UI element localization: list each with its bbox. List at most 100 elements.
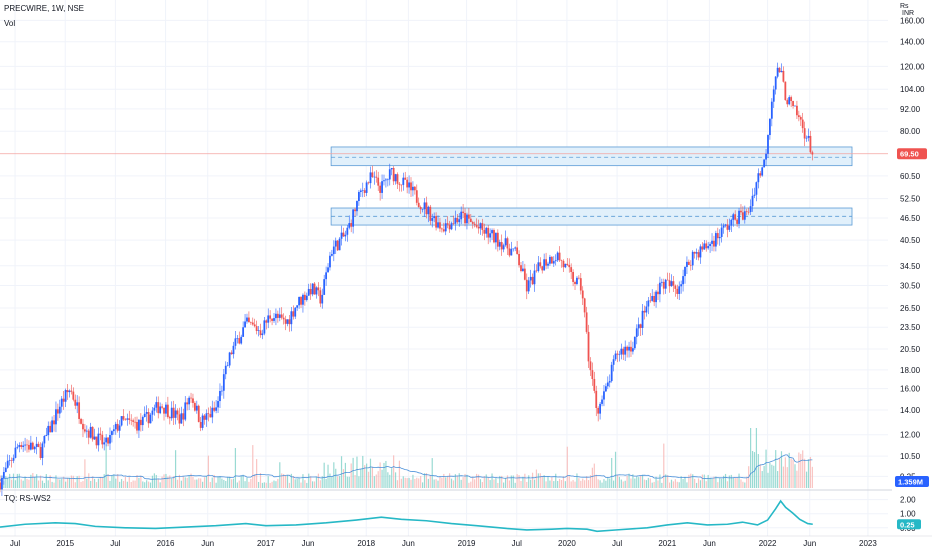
volume-bar xyxy=(487,477,489,488)
volume-bar xyxy=(464,473,466,488)
volume-bar xyxy=(510,475,512,488)
volume-bar xyxy=(84,459,86,488)
volume-bar xyxy=(393,455,395,488)
candle-body xyxy=(26,444,28,446)
price-tick-label: 46.50 xyxy=(900,214,921,223)
volume-bar xyxy=(178,474,181,488)
candle-body xyxy=(554,260,557,262)
volume-bar xyxy=(113,474,115,488)
candle-body xyxy=(330,254,333,256)
candle-body xyxy=(608,381,611,383)
volume-bar xyxy=(730,474,732,488)
candle-body xyxy=(215,407,218,411)
volume-bar xyxy=(528,475,530,488)
candle-body xyxy=(452,223,455,224)
volume-bar xyxy=(86,479,88,488)
volume-bar xyxy=(568,476,570,488)
candle-body xyxy=(693,251,696,254)
time-tick-label: 2021 xyxy=(658,539,676,548)
candle-body xyxy=(336,240,339,251)
volume-bar xyxy=(514,482,516,488)
volume-bar xyxy=(406,478,408,488)
volume-bar xyxy=(163,474,165,488)
candle-body xyxy=(759,173,762,176)
candle-body xyxy=(369,172,372,184)
candle-body xyxy=(614,353,617,360)
candle-body xyxy=(620,348,623,355)
volume-bar xyxy=(24,476,26,488)
volume-bar xyxy=(503,482,505,488)
candle-body xyxy=(689,264,692,266)
volume-bar xyxy=(545,481,547,488)
candle-body xyxy=(437,222,439,228)
candle-body xyxy=(628,346,630,351)
candle-body xyxy=(338,238,341,251)
candle-body xyxy=(219,391,221,402)
volume-bar xyxy=(489,480,491,488)
candle-body xyxy=(207,413,210,415)
volume-bar xyxy=(622,481,624,488)
candle-body xyxy=(550,256,553,264)
volume-bar xyxy=(174,450,177,488)
candle-body xyxy=(776,67,779,77)
candle-body xyxy=(462,211,465,214)
candle-body xyxy=(356,201,358,212)
volume-bar xyxy=(433,479,435,488)
currency-label: Rs xyxy=(900,3,909,10)
volume-bar xyxy=(192,476,194,488)
volume-bar xyxy=(804,458,806,488)
volume-bar xyxy=(530,479,532,488)
candle-body xyxy=(572,271,574,282)
candle-body xyxy=(342,232,345,237)
candle-body xyxy=(379,185,382,193)
volume-bar xyxy=(97,478,100,488)
candle-body xyxy=(601,399,603,404)
volume-bar xyxy=(479,479,482,488)
volume-bar xyxy=(165,473,167,488)
candle-body xyxy=(284,319,287,324)
candle-body xyxy=(589,361,592,371)
candle-body xyxy=(678,286,681,294)
candle-body xyxy=(138,419,140,431)
candle-body xyxy=(126,418,129,420)
volume-bar xyxy=(537,473,539,488)
candle-body xyxy=(716,233,719,239)
candle-body xyxy=(701,246,704,250)
candle-body xyxy=(606,382,609,387)
volume-bar xyxy=(188,475,190,488)
candle-body xyxy=(508,248,511,256)
candle-body xyxy=(714,233,717,247)
candle-body xyxy=(724,224,727,226)
volume-bar xyxy=(692,474,694,488)
candle-body xyxy=(427,206,430,215)
candle-body xyxy=(493,230,495,243)
volume-bar xyxy=(678,482,680,488)
volume-bar xyxy=(591,467,593,488)
volume-bar xyxy=(140,475,142,488)
volume-bar xyxy=(506,475,509,488)
volume-bar xyxy=(248,481,250,488)
candle-body xyxy=(780,70,783,73)
candle-body xyxy=(107,437,109,444)
candle-body xyxy=(193,402,196,411)
volume-bar xyxy=(366,463,368,488)
price-tick-label: 23.50 xyxy=(900,323,921,332)
candle-body xyxy=(325,272,328,280)
volume-bar xyxy=(242,474,244,488)
volume-bar xyxy=(555,473,557,488)
candle-body xyxy=(541,266,544,271)
chart-header: PRECWIRE, 1W, NSE Vol xyxy=(4,4,84,29)
volume-bar xyxy=(802,450,804,488)
price-tick-label: 10.50 xyxy=(900,452,921,461)
volume-bar xyxy=(686,482,688,488)
candle-body xyxy=(639,324,642,328)
volume-moving-average xyxy=(0,454,813,482)
volume-bar xyxy=(70,475,72,488)
candle-body xyxy=(423,202,426,210)
candle-body xyxy=(558,252,561,261)
candle-body xyxy=(697,252,700,258)
volume-bar xyxy=(431,458,433,488)
volume-bar xyxy=(477,474,480,488)
time-tick-label: Jul xyxy=(512,539,522,548)
